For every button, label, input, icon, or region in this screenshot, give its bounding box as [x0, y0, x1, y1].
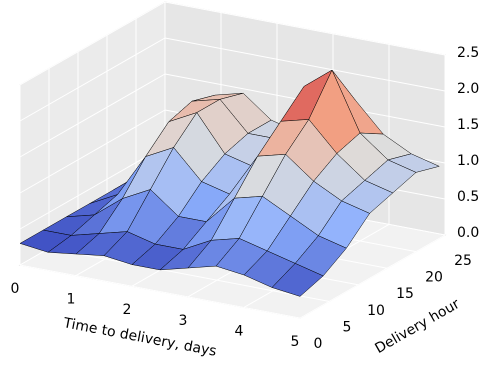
surface: [19, 69, 440, 297]
y-axis-label: Delivery hour: [372, 296, 462, 357]
grid-line: [19, 145, 166, 230]
y-tick-label: 5: [343, 319, 352, 335]
grid-line: [164, 37, 446, 92]
grid-line: [19, 73, 166, 158]
z-tick-label: 0.5: [457, 189, 479, 205]
grid-line: [48, 247, 330, 302]
x-tick-label: 5: [291, 334, 300, 350]
z-tick-label: 2.0: [457, 81, 479, 97]
x-tick-label: 4: [235, 323, 244, 339]
x-tick-label: 2: [123, 302, 132, 318]
y-tick-label: 0: [314, 336, 323, 352]
z-tick-label: 0.0: [457, 225, 479, 241]
surface-patch: [271, 263, 324, 297]
y-tick-label: 15: [396, 286, 414, 302]
grid-line: [19, 109, 166, 194]
x-tick-label: 3: [179, 313, 188, 329]
x-tick-label: 1: [67, 292, 76, 308]
z-tick-label: 1.5: [457, 117, 479, 133]
y-tick-label: 10: [367, 303, 385, 319]
x-axis-label: Time to delivery, days: [61, 315, 218, 360]
grid-line: [299, 234, 446, 319]
y-tick-label: 25: [454, 253, 472, 269]
y-tick-label: 20: [425, 270, 443, 286]
grid-line: [19, 37, 166, 122]
z-tick-label: 1.0: [457, 153, 479, 169]
grid-line: [164, 1, 446, 56]
grid-line: [19, 264, 301, 319]
grid-line: [19, 1, 166, 86]
x-tick-label: 0: [11, 281, 20, 297]
z-tick-label: 2.5: [457, 45, 479, 61]
